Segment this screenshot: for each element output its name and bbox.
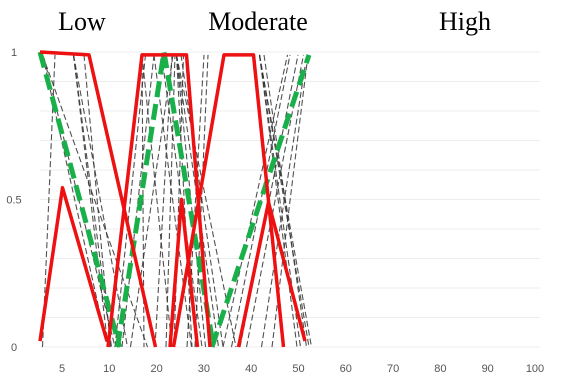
x-tick-label: 20 xyxy=(150,363,162,375)
dashed-line xyxy=(153,54,193,348)
y-tick-label: 0 xyxy=(11,342,17,354)
dashed-line xyxy=(263,54,308,348)
dashed-line xyxy=(129,54,174,348)
category-title-moderate: Moderate xyxy=(208,7,308,36)
category-title-low: Low xyxy=(58,7,106,36)
dashed-line xyxy=(72,54,109,348)
dashed-membership-lines xyxy=(41,54,313,348)
dashed-line xyxy=(186,54,205,348)
dashed-line xyxy=(194,54,209,348)
x-tick-label: 80 xyxy=(434,363,446,375)
x-tick-label: 100 xyxy=(526,363,544,375)
red-series-line xyxy=(39,50,158,348)
dashed-line xyxy=(41,54,149,348)
x-tick-label: 30 xyxy=(198,363,210,375)
x-axis-ticks: 5 10 20 30 40 50 60 70 80 90 100 xyxy=(59,363,544,375)
x-tick-label: 5 xyxy=(59,363,65,375)
dashed-line xyxy=(72,54,129,348)
x-tick-label: 60 xyxy=(340,363,352,375)
red-series-line xyxy=(38,185,109,342)
dashed-line xyxy=(222,54,289,348)
red-series-line xyxy=(168,197,200,348)
red-series-line xyxy=(236,200,307,348)
y-tick-label: 0.5 xyxy=(6,195,21,207)
dashed-line xyxy=(114,54,147,348)
x-tick-label: 70 xyxy=(387,363,399,375)
x-tick-label: 40 xyxy=(245,363,257,375)
category-title-group: Low Moderate High xyxy=(58,7,491,36)
dashed-line xyxy=(258,54,298,348)
green-series-line xyxy=(37,51,122,348)
x-tick-label: 90 xyxy=(482,363,494,375)
dashed-line xyxy=(260,66,306,348)
dashed-line xyxy=(173,54,185,348)
green-series-line xyxy=(209,54,312,348)
red-series-line xyxy=(106,53,212,348)
y-axis-ticks: 00.51 xyxy=(6,47,21,354)
dashed-line xyxy=(154,54,173,348)
category-title-high: High xyxy=(439,7,491,36)
y-tick-label: 1 xyxy=(11,47,17,59)
x-tick-label: 50 xyxy=(292,363,304,375)
red-series xyxy=(38,50,307,348)
x-tick-label: 10 xyxy=(103,363,115,375)
